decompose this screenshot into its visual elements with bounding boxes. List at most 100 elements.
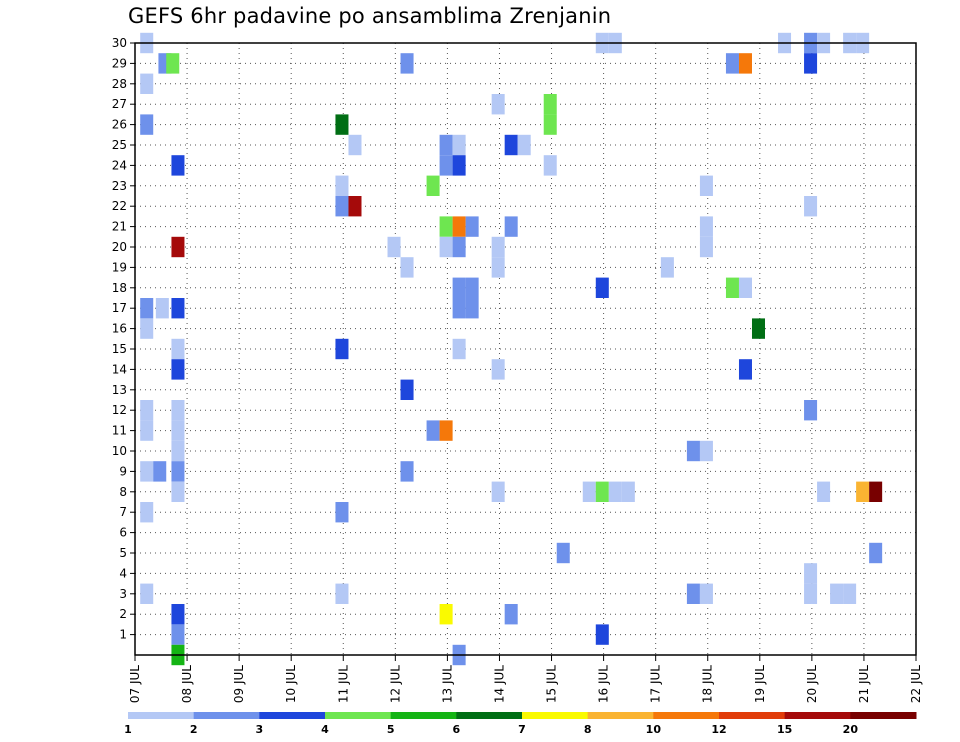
heatmap-cell xyxy=(335,114,349,135)
heatmap-cell xyxy=(452,277,466,298)
heatmap-cell xyxy=(400,461,414,482)
x-tick-label: 07 JUL xyxy=(128,665,142,703)
y-tick-label: 7 xyxy=(119,505,127,519)
heatmap-cell xyxy=(400,257,414,278)
legend-label: 4 xyxy=(321,723,329,736)
y-tick-label: 4 xyxy=(119,566,127,580)
y-tick-label: 5 xyxy=(119,546,127,560)
x-tick-label: 20 JUL xyxy=(805,665,819,703)
heatmap-cell xyxy=(140,318,154,339)
legend-label: 2 xyxy=(190,723,198,736)
heatmap-cell xyxy=(660,257,674,278)
y-tick-label: 15 xyxy=(112,342,127,356)
heatmap-cell xyxy=(751,318,766,339)
heatmap-cell xyxy=(725,277,739,298)
y-tick-label: 22 xyxy=(112,199,127,213)
heatmap-cell xyxy=(804,583,818,604)
heatmap-cell xyxy=(738,277,752,298)
legend-swatch xyxy=(784,712,851,719)
y-tick-label: 16 xyxy=(112,322,127,336)
y-tick-label: 20 xyxy=(112,240,127,254)
heatmap-cell xyxy=(166,53,180,74)
heatmap-cell xyxy=(465,277,479,298)
y-tick-label: 19 xyxy=(112,260,127,274)
heatmap-cell xyxy=(171,298,185,319)
y-tick-label: 14 xyxy=(112,362,127,376)
y-tick-label: 29 xyxy=(112,56,127,70)
heatmap-cell xyxy=(171,236,185,258)
x-tick-label: 19 JUL xyxy=(753,665,767,703)
heatmap-cell xyxy=(869,542,883,564)
y-tick-label: 26 xyxy=(112,118,127,132)
y-tick-label: 1 xyxy=(119,628,127,642)
heatmap-cell xyxy=(491,257,505,278)
heatmap-cell xyxy=(171,481,185,502)
legend-swatch xyxy=(522,712,589,719)
heatmap-cell xyxy=(140,583,154,604)
heatmap-cell xyxy=(543,114,557,135)
heatmap-cell xyxy=(335,502,349,523)
legend-label: 12 xyxy=(711,723,726,736)
heatmap-cell xyxy=(621,481,635,502)
legend-swatch xyxy=(456,712,523,719)
heatmap-cell xyxy=(699,583,713,604)
heatmap-cell xyxy=(543,94,557,115)
y-tick-label: 6 xyxy=(119,526,127,540)
heatmap-cell xyxy=(171,155,185,176)
heatmap-cell xyxy=(725,53,739,74)
heatmap-cell xyxy=(804,196,818,217)
heatmap-cell xyxy=(171,624,185,645)
heatmap-cell xyxy=(439,155,453,176)
heatmap-cell xyxy=(608,481,622,502)
heatmap-cell xyxy=(439,216,453,237)
legend-swatch xyxy=(193,712,260,719)
heatmap-cell xyxy=(699,175,713,196)
heatmap-cell xyxy=(452,155,466,176)
legend-swatch xyxy=(587,712,654,719)
heatmap-cell xyxy=(465,216,479,237)
heatmap-cell xyxy=(387,236,401,258)
heatmap-cell xyxy=(439,604,453,625)
heatmap-cell xyxy=(335,175,349,196)
heatmap-cell xyxy=(140,502,154,523)
x-tick-label: 14 JUL xyxy=(492,665,506,703)
legend-swatch xyxy=(259,712,326,719)
y-tick-label: 3 xyxy=(119,587,127,601)
legend-swatch xyxy=(850,712,917,719)
x-tick-label: 09 JUL xyxy=(232,665,246,703)
y-tick-label: 30 xyxy=(112,36,127,50)
x-tick-label: 16 JUL xyxy=(597,665,611,703)
heatmap-cell xyxy=(504,604,518,625)
heatmap-cell xyxy=(843,583,857,604)
heatmap-cell xyxy=(140,420,154,441)
heatmap-cell xyxy=(804,563,818,584)
heatmap-cell xyxy=(426,175,440,196)
heatmap-cell xyxy=(171,359,185,380)
legend-swatch xyxy=(719,712,786,719)
heatmap-cell xyxy=(140,461,154,482)
heatmap-cell xyxy=(699,236,713,258)
chart-title: GEFS 6hr padavine po ansamblima Zrenjani… xyxy=(128,4,612,28)
x-tick-label: 10 JUL xyxy=(284,665,298,703)
heatmap-cell xyxy=(504,134,518,156)
x-tick-label: 12 JUL xyxy=(388,665,402,703)
heatmap-cell xyxy=(686,440,700,462)
heatmap-cell xyxy=(491,481,505,502)
y-tick-label: 21 xyxy=(112,220,127,234)
legend-label: 8 xyxy=(584,723,592,736)
x-tick-label: 21 JUL xyxy=(857,665,871,703)
heatmap-cell xyxy=(699,216,713,237)
x-tick-label: 17 JUL xyxy=(649,665,663,703)
heatmap-cell xyxy=(439,236,453,258)
heatmap-cell xyxy=(171,461,185,482)
x-tick-label: 22 JUL xyxy=(909,665,923,703)
legend-label: 20 xyxy=(843,723,859,736)
legend-swatch xyxy=(325,712,392,719)
heatmap-cell xyxy=(439,420,453,441)
heatmap-cell xyxy=(738,53,752,74)
heatmap-cell xyxy=(504,216,518,237)
heatmap-cell xyxy=(171,338,185,360)
heatmap-cell xyxy=(171,440,185,462)
x-tick-label: 15 JUL xyxy=(545,665,559,703)
